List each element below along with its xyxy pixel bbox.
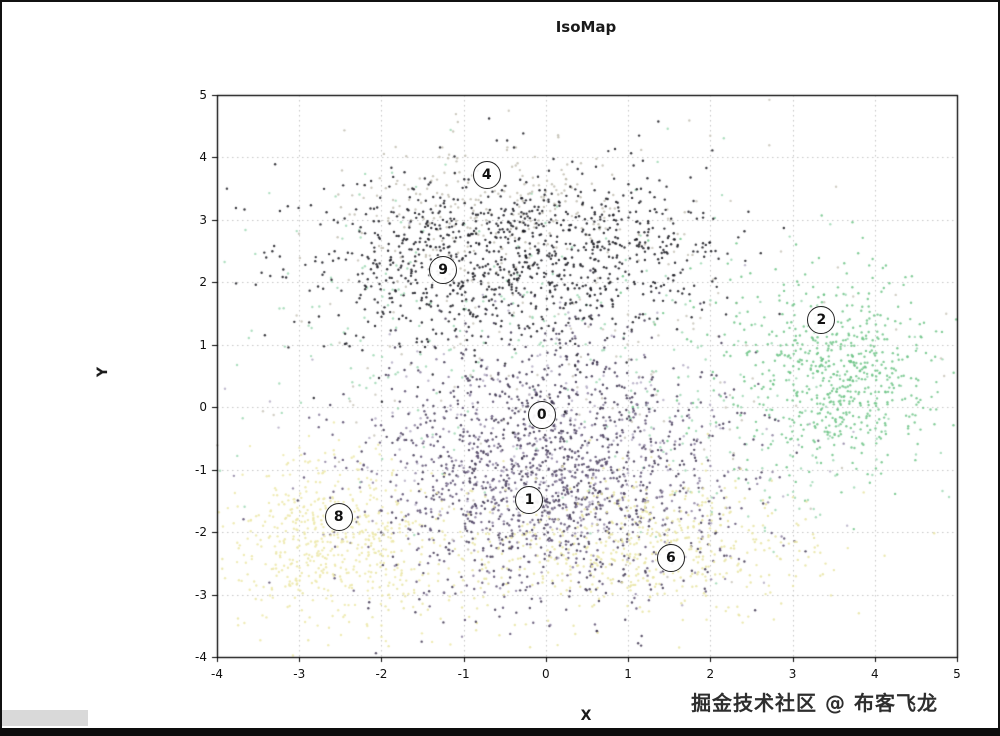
chart-title: IsoMap	[555, 18, 617, 36]
watermark: 掘金技术社区 @ 布客飞龙	[691, 691, 938, 715]
x-axis-label: X	[580, 708, 592, 724]
bottom-black-bar	[0, 728, 1000, 736]
y-axis-label: Y	[95, 366, 112, 378]
bottom-left-strip	[2, 710, 88, 726]
